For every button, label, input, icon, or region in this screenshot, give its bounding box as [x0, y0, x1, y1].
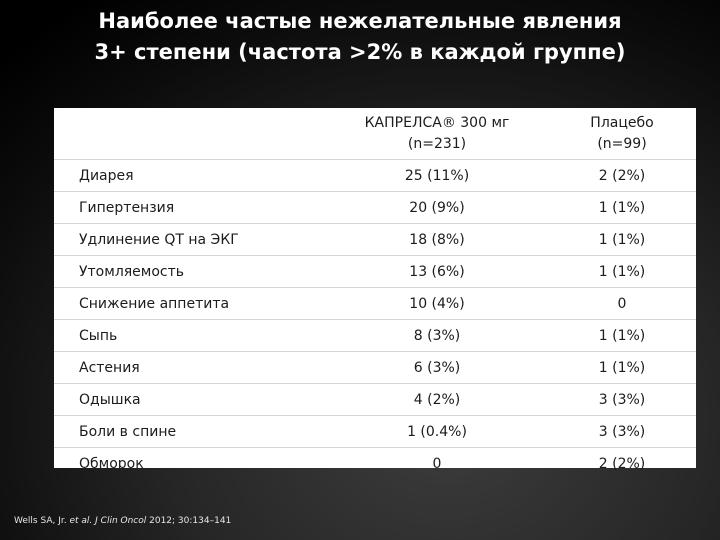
event-cell: Боли в спине [54, 415, 326, 448]
placebo-value-cell: 1 (1%) [548, 351, 696, 384]
event-cell: Обморок [79, 455, 144, 472]
placebo-value-cell: 0 [548, 287, 696, 320]
drug-value-cell: 8 (3%) [326, 319, 548, 352]
drug-value-cell: 6 (3%) [326, 351, 548, 384]
adverse-events-table: КАПРЕЛСА® 300 мг (n=231) Плацебо (n=99) … [54, 108, 696, 479]
slide-title-line-2: 3+ степени (частота >2% в каждой группе) [94, 40, 626, 64]
table-row: Утомляемость 13 (6%) 1 (1%) [54, 255, 696, 288]
table-row: Астения 6 (3%) 1 (1%) [54, 351, 696, 384]
table-header-corner [54, 108, 326, 160]
citation: Wells SA, Jr. et al. J Clin Oncol 2012; … [14, 516, 231, 526]
placebo-value-cell: 1 (1%) [548, 191, 696, 224]
placebo-value-cell: 3 (3%) [548, 415, 696, 448]
slide-title: Наиболее частые нежелательные явления 3+… [0, 6, 720, 68]
citation-authors: Wells SA, Jr. [14, 516, 70, 526]
drug-value-cell: 25 (11%) [326, 159, 548, 192]
drug-value-cell: 13 (6%) [326, 255, 548, 288]
table-header-drug-name: КАПРЕЛСА® 300 мг [364, 114, 510, 131]
table-row: Снижение аппетита 10 (4%) 0 [54, 287, 696, 320]
citation-journal: J Clin Oncol [92, 516, 147, 526]
citation-details: 2012; 30:134–141 [146, 516, 232, 526]
table-row: Сыпь 8 (3%) 1 (1%) [54, 319, 696, 352]
slide-title-line-1: Наиболее частые нежелательные явления [98, 9, 622, 33]
table-row: Диарея 25 (11%) 2 (2%) [54, 159, 696, 192]
event-cell: Астения [54, 351, 326, 384]
table-header-placebo-n: (n=99) [597, 135, 647, 152]
table-header-placebo-name: Плацебо [590, 114, 654, 131]
adverse-events-table-panel: КАПРЕЛСА® 300 мг (n=231) Плацебо (n=99) … [54, 108, 696, 472]
event-cell: Диарея [54, 159, 326, 192]
event-cell: Одышка [54, 383, 326, 416]
placebo-value-cell: 3 (3%) [548, 383, 696, 416]
table-header-drug: КАПРЕЛСА® 300 мг (n=231) [326, 108, 548, 160]
drug-value-cell: 4 (2%) [326, 383, 548, 416]
table-row: Обморок 0 2 (2%) [54, 448, 696, 480]
drug-value-cell: 20 (9%) [326, 191, 548, 224]
drug-value-cell: 0 [432, 455, 442, 472]
event-cell: Гипертензия [54, 191, 326, 224]
placebo-value-cell: 1 (1%) [548, 255, 696, 288]
table-row: Удлинение QT на ЭКГ 18 (8%) 1 (1%) [54, 223, 696, 256]
drug-value-cell: 18 (8%) [326, 223, 548, 256]
placebo-value-cell: 1 (1%) [548, 319, 696, 352]
event-cell: Снижение аппетита [54, 287, 326, 320]
placebo-value-cell: 1 (1%) [548, 223, 696, 256]
placebo-value-cell: 2 (2%) [548, 159, 696, 192]
event-cell: Сыпь [54, 319, 326, 352]
placebo-value-cell: 2 (2%) [598, 455, 646, 472]
citation-etal: et al. [69, 516, 93, 526]
drug-value-cell: 10 (4%) [326, 287, 548, 320]
table-header-placebo: Плацебо (n=99) [548, 108, 696, 160]
drug-value-cell: 1 (0.4%) [326, 415, 548, 448]
table-row: Гипертензия 20 (9%) 1 (1%) [54, 191, 696, 224]
table-header-row: КАПРЕЛСА® 300 мг (n=231) Плацебо (n=99) [54, 108, 696, 160]
event-cell: Удлинение QT на ЭКГ [54, 223, 326, 256]
table-row: Боли в спине 1 (0.4%) 3 (3%) [54, 415, 696, 448]
table-row: Одышка 4 (2%) 3 (3%) [54, 383, 696, 416]
event-cell: Утомляемость [54, 255, 326, 288]
table-header-drug-n: (n=231) [407, 135, 467, 152]
